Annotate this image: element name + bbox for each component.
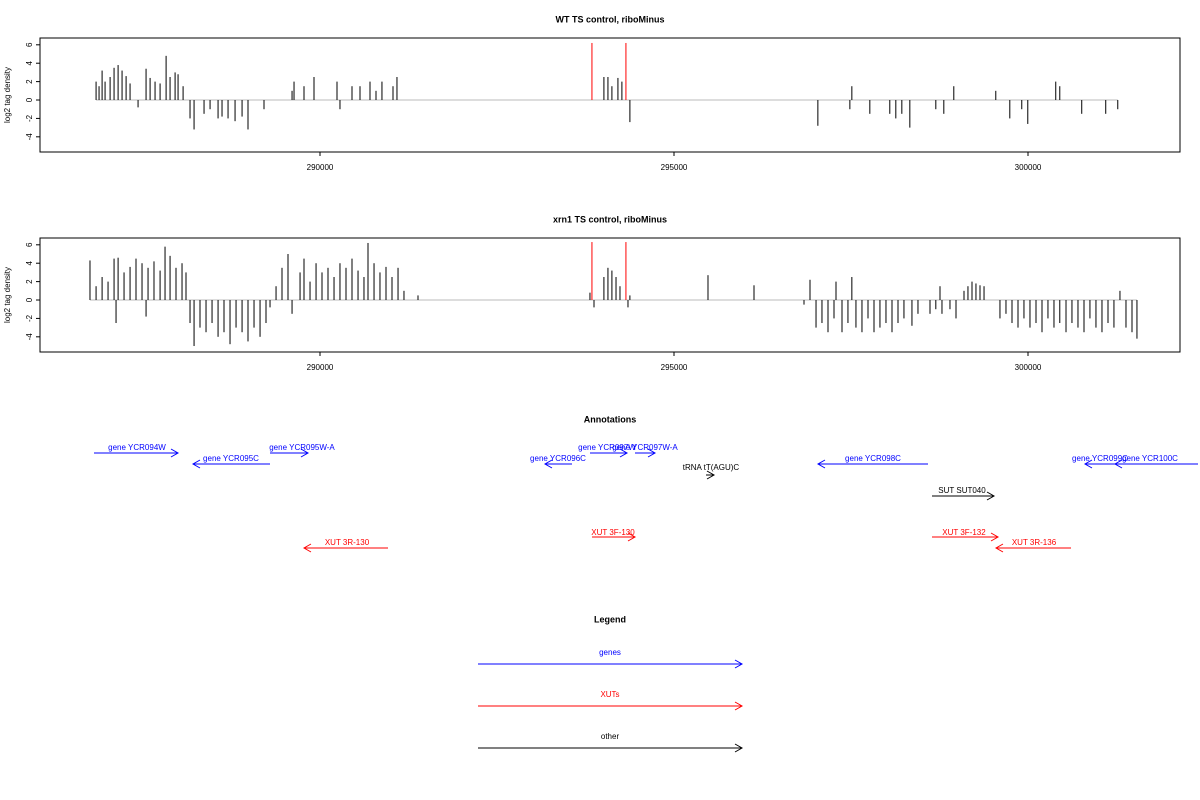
annotation-arrow xyxy=(94,448,180,458)
chart-title: WT TS control, riboMinus xyxy=(556,14,665,24)
annotation-label: SUT SUT040 xyxy=(938,486,986,495)
x-tick-label: 300000 xyxy=(1015,363,1042,372)
annotation-arrow xyxy=(816,459,928,469)
annotation-label: gene YCR097W xyxy=(578,443,636,452)
annotation-label: XUT 3F-132 xyxy=(942,528,986,537)
y-tick-label: -4 xyxy=(25,133,34,141)
plot-box xyxy=(39,237,1181,353)
y-axis-label: log2 tag density xyxy=(3,267,12,323)
annotation-arrow xyxy=(191,459,270,469)
y-tick-label: 4 xyxy=(25,260,34,265)
legend-arrow xyxy=(478,659,744,669)
annotation-label: gene YCR094W xyxy=(108,443,166,452)
chart-title: xrn1 TS control, riboMinus xyxy=(553,214,667,224)
annotation-arrow xyxy=(302,543,388,553)
y-axis-label: log2 tag density xyxy=(3,67,12,123)
annotation-arrow xyxy=(994,543,1071,553)
annotation-label: XUT 3R-136 xyxy=(1012,538,1057,547)
y-tick-label: 4 xyxy=(25,60,34,65)
y-tick-label: 6 xyxy=(25,42,34,47)
plot-box xyxy=(39,37,1181,153)
annotations-title: Annotations xyxy=(584,414,637,424)
legend-arrow xyxy=(478,701,744,711)
x-tick-label: 300000 xyxy=(1015,163,1042,172)
y-tick-label: -2 xyxy=(25,314,34,322)
annotation-label: gene YCR100C xyxy=(1122,454,1178,463)
annotation-label: XUT 3F-130 xyxy=(591,528,635,537)
annotation-arrow xyxy=(590,448,629,458)
annotation-label: gene YCR097W-A xyxy=(612,443,678,452)
legend-label: XUTs xyxy=(600,690,619,699)
y-tick-label: 2 xyxy=(25,79,34,84)
annotation-arrow xyxy=(932,491,996,501)
x-tick-label: 295000 xyxy=(661,163,688,172)
annotation-label: tRNA tT(AGU)C xyxy=(683,463,740,472)
x-tick-label: 290000 xyxy=(307,163,334,172)
annotation-arrow xyxy=(543,459,572,469)
legend-label: genes xyxy=(599,648,621,657)
y-tick-label: -4 xyxy=(25,333,34,341)
annotation-label: gene YCR095C xyxy=(203,454,259,463)
annotation-arrow xyxy=(635,448,657,458)
y-tick-label: -2 xyxy=(25,114,34,122)
annotation-arrow xyxy=(1113,459,1198,469)
annotation-label: gene YCR096C xyxy=(530,454,586,463)
annotation-arrow xyxy=(706,470,716,480)
annotation-label: XUT 3R-130 xyxy=(325,538,370,547)
annotation-arrow xyxy=(592,532,637,542)
y-tick-label: 0 xyxy=(25,97,34,102)
annotation-label: gene YCR095W-A xyxy=(269,443,335,452)
legend-title: Legend xyxy=(594,614,626,624)
x-tick-label: 295000 xyxy=(661,363,688,372)
y-tick-label: 6 xyxy=(25,242,34,247)
y-tick-label: 2 xyxy=(25,279,34,284)
x-tick-label: 290000 xyxy=(307,363,334,372)
legend-arrow xyxy=(478,743,744,753)
annotation-label: gene YCR099C xyxy=(1072,454,1128,463)
legend-label: other xyxy=(601,732,620,741)
annotation-arrow xyxy=(270,448,310,458)
annotation-arrow xyxy=(932,532,1000,542)
annotation-label: gene YCR098C xyxy=(845,454,901,463)
y-tick-label: 0 xyxy=(25,297,34,302)
